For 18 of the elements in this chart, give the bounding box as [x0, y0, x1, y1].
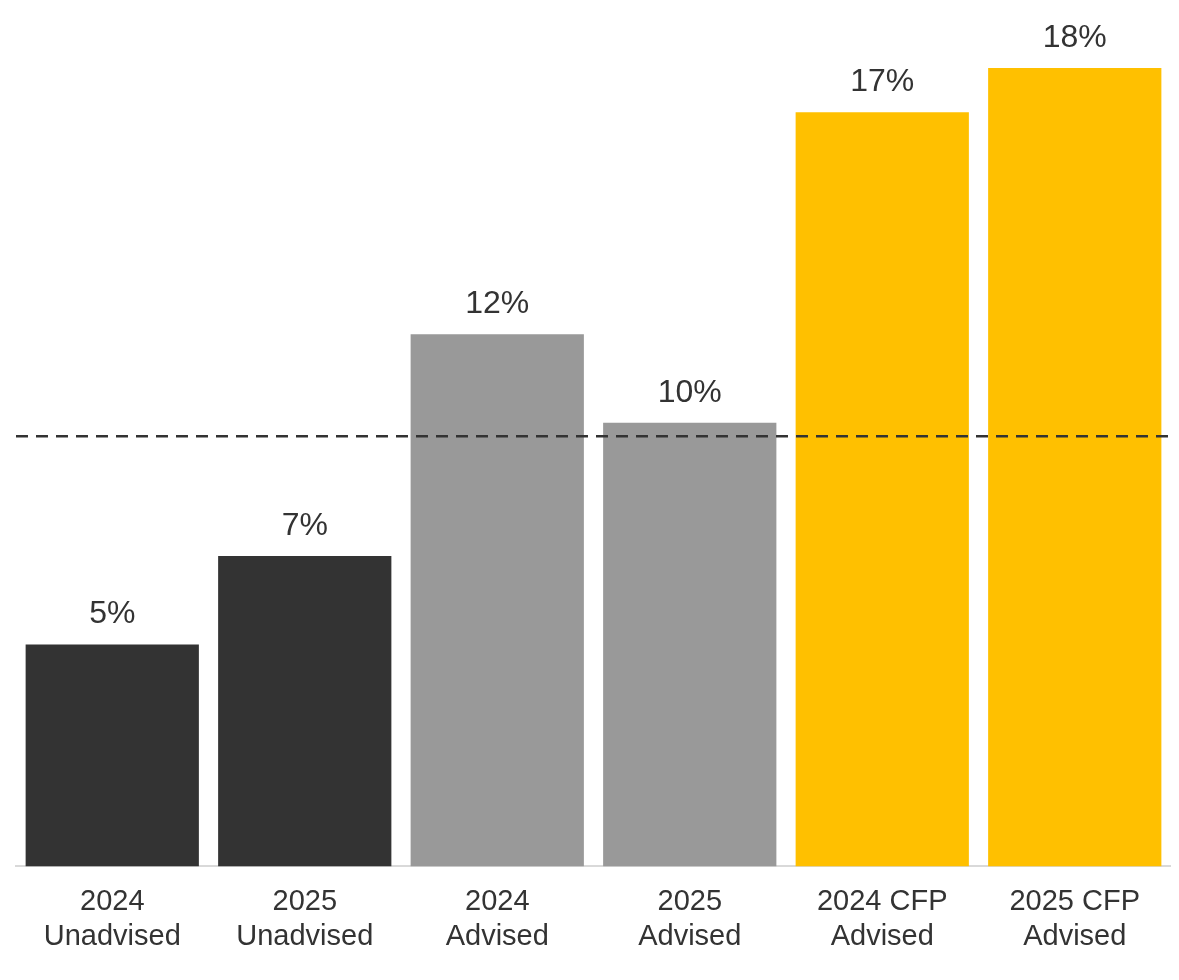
x-tick-label: 2024 CFP Advised: [816, 883, 948, 951]
bar: [603, 422, 777, 867]
bar: [25, 644, 199, 867]
bar: [988, 68, 1162, 867]
bar: [218, 555, 392, 867]
x-tick-label: 2025 Advised: [638, 883, 742, 951]
bar: [410, 334, 584, 867]
x-tick-label: 2024 Unadvised: [43, 883, 181, 951]
data-label: 17%: [850, 62, 915, 99]
data-label: 10%: [657, 372, 722, 409]
bar: [795, 112, 969, 867]
data-label: 5%: [89, 594, 136, 631]
data-label: 12%: [465, 283, 530, 320]
x-tick-label: 2025 Unadvised: [236, 883, 374, 951]
x-tick-label: 2025 CFP Advised: [1009, 883, 1141, 951]
x-tick-label: 2024 Advised: [445, 883, 549, 951]
data-label: 18%: [1042, 17, 1107, 54]
data-label: 7%: [281, 505, 328, 542]
